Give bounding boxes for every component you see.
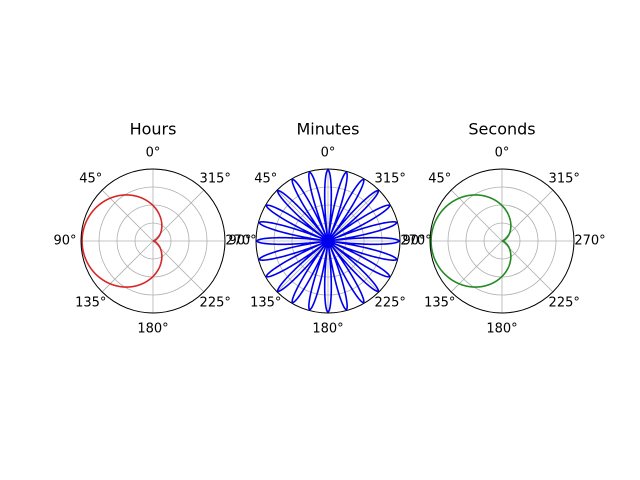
hours-theta-tick-label: 180° bbox=[137, 322, 168, 337]
minutes-series-line bbox=[256, 169, 400, 313]
minutes-ring-gridline bbox=[273, 186, 383, 296]
minutes-chart-title: Minutes bbox=[297, 120, 360, 139]
hours-theta-tick-label: 315° bbox=[200, 171, 231, 186]
minutes-theta-tick-label: 90° bbox=[228, 234, 251, 249]
hours-theta-tick-label: 225° bbox=[200, 296, 231, 311]
seconds-chart-title: Seconds bbox=[468, 120, 535, 139]
minutes-polar-axes: 0° 45° 90° 135° 180° 225° 270° 315° Minutes bbox=[228, 120, 431, 337]
minutes-theta-tick-label: 0° bbox=[321, 146, 336, 161]
hours-theta-tick-label: 0° bbox=[146, 146, 161, 161]
hours-theta-tick-label: 270° bbox=[225, 234, 256, 249]
seconds-theta-tick-label: 225° bbox=[549, 296, 580, 311]
seconds-theta-tick-label: 135° bbox=[424, 296, 455, 311]
minutes-ring-gridline bbox=[309, 222, 347, 260]
hours-theta-tick-label: 135° bbox=[75, 296, 106, 311]
minutes-theta-tick-label: 45° bbox=[254, 171, 277, 186]
seconds-theta-tick-label: 90° bbox=[402, 234, 425, 249]
minutes-theta-tick-label: 270° bbox=[400, 234, 431, 249]
hours-series-line bbox=[81, 194, 163, 288]
minutes-theta-tick-label: 225° bbox=[375, 296, 406, 311]
seconds-theta-tick-label: 45° bbox=[428, 171, 451, 186]
seconds-ring-gridline bbox=[447, 186, 557, 296]
seconds-polar-axes: 0° 45° 90° 135° 180° 225° 270° 315° Seconds bbox=[402, 120, 605, 337]
seconds-theta-tick-label: 315° bbox=[549, 171, 580, 186]
hours-theta-tick-label: 90° bbox=[53, 234, 76, 249]
hours-theta-tick-label: 45° bbox=[79, 171, 102, 186]
minutes-theta-tick-label: 180° bbox=[312, 322, 343, 337]
seconds-theta-tick-label: 180° bbox=[486, 322, 517, 337]
minutes-outer-frame bbox=[255, 168, 401, 314]
minutes-theta-tick-label: 315° bbox=[375, 171, 406, 186]
seconds-outer-frame bbox=[429, 168, 575, 314]
hours-chart-title: Hours bbox=[130, 120, 177, 139]
seconds-series-line bbox=[430, 194, 512, 288]
minutes-ring-gridline bbox=[291, 204, 365, 278]
hours-outer-frame bbox=[80, 168, 226, 314]
seconds-ring-gridline bbox=[483, 222, 521, 260]
minutes-theta-tick-label: 135° bbox=[250, 296, 281, 311]
seconds-theta-tick-label: 0° bbox=[495, 146, 510, 161]
hours-polar-axes: 0° 45° 90° 135° 180° 225° 270° 315° Hours bbox=[53, 120, 256, 337]
hours-ring-gridline bbox=[134, 222, 172, 260]
seconds-theta-tick-label: 270° bbox=[574, 234, 605, 249]
hours-ring-gridline bbox=[98, 186, 208, 296]
